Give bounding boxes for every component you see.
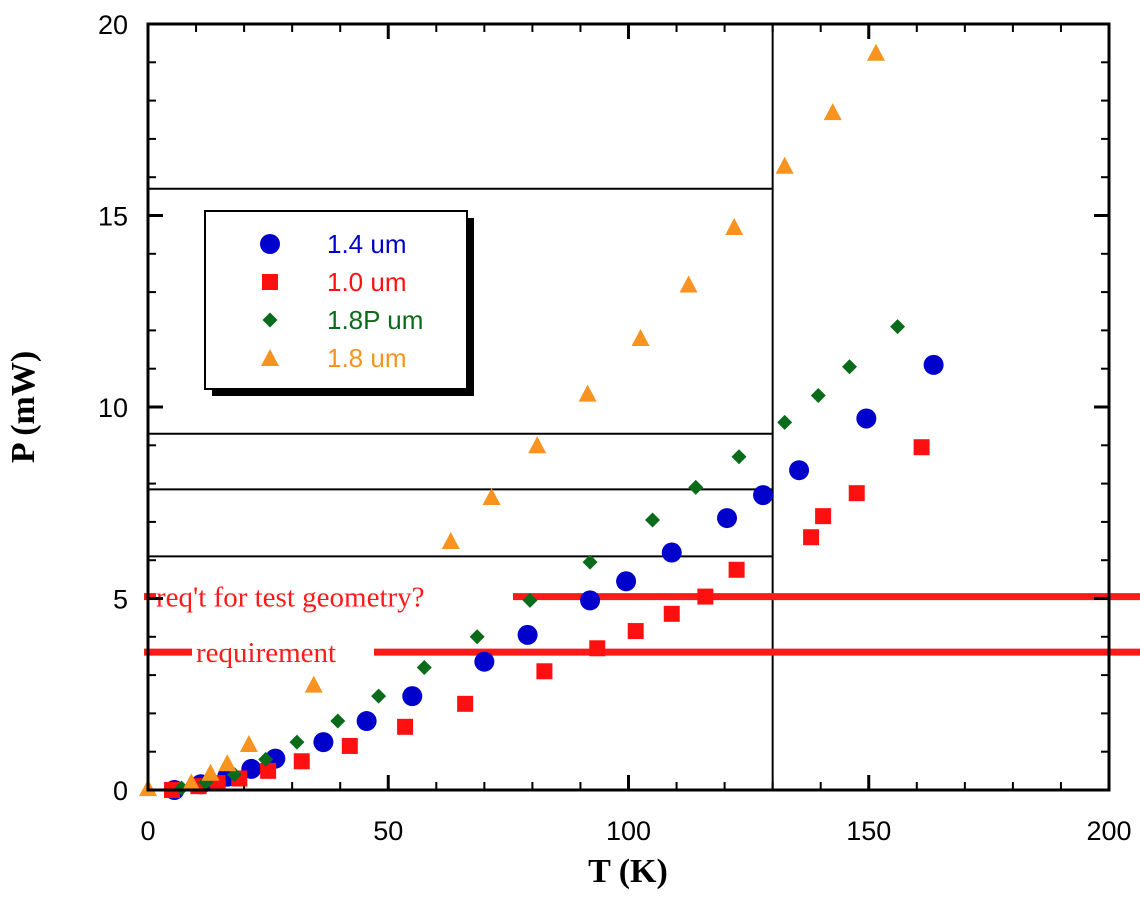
data-point-series-2 [330,713,346,729]
data-point-series-3 [725,217,744,235]
data-point-series-1 [815,508,832,525]
data-point-series-1 [848,485,865,502]
data-point-series-1 [397,718,414,735]
data-point-series-3 [304,675,323,693]
x-tick-label: 0 [140,816,155,846]
data-point-series-0 [474,651,495,672]
reference-line-0-label: req't for test geometry? [156,582,425,614]
y-axis-title: P (mW) [5,351,42,463]
data-point-series-0 [923,354,944,375]
data-point-series-2 [258,751,274,767]
legend-label-3: 1.8 um [327,343,407,373]
data-point-series-1 [803,529,820,546]
data-point-series-3 [441,532,460,550]
annotation-layer: req't for test geometry? requirement [144,24,1140,790]
data-point-series-2 [522,592,538,608]
data-point-series-1 [913,439,930,456]
reference-line-1-label: requirement [196,637,336,669]
legend-box [204,210,468,390]
legend-marker-0 [260,234,280,254]
data-point-series-0 [356,711,377,732]
data-point-series-1 [728,561,745,578]
legend-label-1: 1.0 um [327,267,407,297]
legend-label-2: 1.8P um [327,305,423,335]
legend-marker-2 [262,312,278,328]
data-point-series-0 [717,508,738,529]
data-point-series-1 [260,762,277,779]
x-tick-label: 200 [1086,816,1131,846]
data-point-series-1 [293,753,310,770]
data-point-series-0 [313,732,334,753]
data-point-series-3 [823,103,842,121]
data-point-series-1 [536,663,553,680]
y-tick-label: 10 [98,393,128,423]
y-tick-label: 15 [98,202,128,232]
data-point-series-2 [174,780,190,796]
data-point-series-3 [182,773,201,791]
data-point-series-3 [866,43,885,61]
data-point-series-2 [777,414,793,430]
data-point-series-1 [589,640,606,657]
legend-marker-3 [261,349,279,366]
y-tick-label: 5 [113,585,128,615]
data-point-series-2 [371,688,387,704]
legend: 1.4 um 1.0 um 1.8P um 1.8 um [204,210,474,396]
data-point-series-3 [482,488,501,506]
data-point-series-2 [469,629,485,645]
data-point-series-3 [631,329,650,347]
y-tick-label: 20 [98,10,128,40]
x-tick-label: 50 [373,816,403,846]
x-tick-label: 100 [606,816,651,846]
x-tick-label: 150 [846,816,891,846]
data-point-series-0 [789,460,810,481]
data-point-series-1 [697,588,714,605]
data-point-series-1 [341,737,358,754]
data-point-series-0 [616,571,637,592]
data-point-series-0 [661,542,682,563]
data-point-series-3 [201,763,220,781]
data-point-series-2 [890,319,906,335]
plot-frame [146,22,1111,792]
data-point-series-1 [457,695,474,712]
ticks-layer: 0 50 100 150 200 0 5 10 15 20 [98,10,1132,846]
data-point-series-1 [663,605,680,622]
y-tick-label: 0 [113,776,128,806]
data-point-series-3 [679,275,698,293]
data-point-series-2 [810,388,826,404]
data-points-layer [139,43,944,800]
data-point-series-3 [218,754,237,772]
data-point-series-2 [688,479,704,495]
data-point-series-2 [582,554,598,570]
data-point-series-2 [842,359,858,375]
data-point-series-0 [402,686,423,707]
data-point-series-2 [731,449,747,465]
data-point-series-1 [627,623,644,640]
data-point-series-0 [517,624,538,645]
legend-marker-1 [262,274,278,290]
data-point-series-3 [775,156,794,174]
data-point-series-2 [416,659,432,675]
data-point-series-2 [289,734,305,750]
legend-label-0: 1.4 um [327,229,407,259]
data-point-series-3 [578,384,597,402]
data-point-series-3 [528,436,547,454]
data-point-series-0 [580,590,601,611]
data-point-series-0 [753,485,774,506]
data-point-series-0 [856,408,877,429]
x-axis-title: T (K) [588,853,668,890]
data-point-series-2 [645,512,661,528]
data-point-series-3 [239,735,258,753]
